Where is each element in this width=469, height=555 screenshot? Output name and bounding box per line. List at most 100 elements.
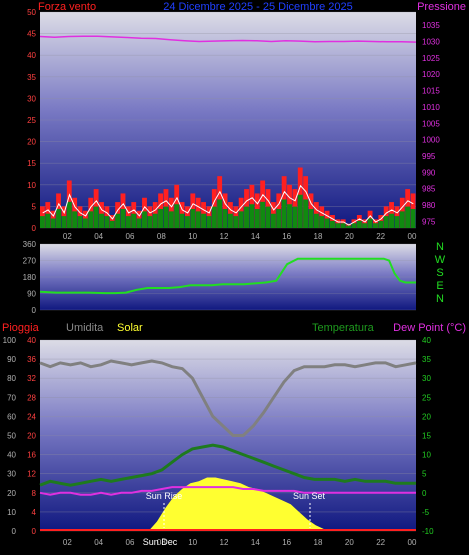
wind-avg-bar	[330, 220, 335, 228]
rain-y-tick: 24	[27, 412, 36, 421]
wind-x-tick: 00	[408, 232, 417, 241]
wind-avg-bar	[233, 216, 239, 228]
wind-y-tick: 20	[27, 138, 36, 147]
wind-avg-bar	[356, 220, 362, 228]
temperature-y-tick: -10	[422, 527, 434, 536]
wind-y-tick: 5	[32, 202, 37, 211]
rain-y-tick: 4	[32, 508, 37, 517]
wind-avg-bar	[228, 213, 233, 228]
wind-avg-bar	[394, 216, 400, 228]
rain-y-tick: 8	[32, 489, 37, 498]
sun-set-label: Sun Set	[293, 491, 326, 501]
pressure-y-tick: 980	[422, 201, 436, 210]
rain-y-tick: 12	[27, 470, 36, 479]
wind-avg-bar	[211, 206, 217, 228]
wind-avg-bar	[147, 216, 153, 228]
rain-y-tick: 40	[27, 336, 36, 345]
wind-avg-bar	[142, 211, 147, 228]
pressure-y-tick: 1010	[422, 103, 440, 112]
temperature-y-tick: 15	[422, 432, 431, 441]
wind-avg-bar	[351, 223, 357, 228]
wind-avg-bar	[99, 213, 104, 228]
wind-x-tick: 08	[157, 232, 166, 241]
wind-avg-bar	[373, 223, 378, 228]
wind-avg-bar	[254, 208, 260, 228]
wind-avg-bar	[260, 201, 266, 228]
wind-y-tick: 45	[27, 30, 36, 39]
wind-avg-bar	[303, 199, 309, 228]
humidity-line	[39, 359, 417, 437]
wind-avg-bar	[324, 218, 330, 228]
wind-avg-bar	[56, 208, 61, 228]
wind-avg-bar	[88, 211, 94, 228]
pressure-line	[39, 35, 417, 43]
wind-avg-bar	[292, 206, 298, 228]
rain-y-tick: 28	[27, 393, 36, 402]
wind-x-tick: 12	[220, 232, 229, 241]
dir-letter: N	[436, 241, 444, 253]
temp-x-tick: 16	[282, 538, 291, 547]
humidity-y-tick: 90	[7, 355, 16, 364]
wind-avg-bar	[179, 213, 185, 228]
pressure-y-tick: 975	[422, 217, 436, 226]
solar-area	[40, 477, 416, 531]
humidity-y-tick: 100	[3, 336, 17, 345]
rain-y-tick: 20	[27, 432, 36, 441]
temperature-y-tick: 25	[422, 393, 431, 402]
pressure-y-tick: 990	[422, 168, 436, 177]
wind-avg-bar	[238, 211, 244, 228]
wind-y-tick: 35	[27, 73, 36, 82]
wind-y-tick: 50	[27, 8, 36, 17]
pressure-y-tick: 985	[422, 185, 436, 194]
temperature-y-tick: 35	[422, 355, 431, 364]
temperature-y-tick: 5	[422, 470, 427, 479]
wind-avg-bar	[335, 223, 341, 228]
humidity-y-tick: 60	[7, 412, 16, 421]
wind-avg-bar	[313, 213, 319, 228]
temp-x-tick: 18	[314, 538, 323, 547]
dir-letter: N	[436, 293, 444, 305]
wind-y-tick: 15	[27, 159, 36, 168]
temperature-y-tick: 10	[422, 451, 431, 460]
wind-avg-bar	[319, 216, 325, 228]
dir-y-tick: 360	[23, 240, 37, 249]
wind-y-tick: 25	[27, 116, 36, 125]
temperature-y-tick: 40	[422, 336, 431, 345]
wind-avg-bar	[82, 218, 88, 228]
wind-avg-bar	[109, 220, 115, 228]
temp-x-tick: 08	[157, 538, 166, 547]
rain-y-tick: 36	[27, 355, 36, 364]
wind-x-tick: 10	[188, 232, 197, 241]
wind-avg-bar	[158, 208, 164, 228]
wind-avg-bar	[383, 216, 389, 228]
temperature-label: Temperatura	[312, 322, 375, 334]
wind-avg-bar	[405, 206, 411, 228]
temperature-y-tick: -5	[422, 508, 430, 517]
dir-letter: E	[436, 280, 443, 292]
pressure-y-tick: 1025	[422, 54, 440, 63]
wind-avg-bar	[281, 199, 287, 228]
wind-avg-bar	[115, 213, 121, 228]
wind-avg-bar	[104, 216, 110, 228]
wind-x-tick: 20	[345, 232, 354, 241]
temp-x-tick: 22	[376, 538, 385, 547]
wind-avg-bar	[308, 208, 314, 228]
wind-avg-bar	[410, 208, 416, 228]
sun-rise-label: Sun Rise	[146, 491, 183, 501]
dew-point-line	[39, 486, 416, 496]
wind-avg-bar	[399, 211, 405, 228]
wind-avg-bar	[45, 213, 51, 228]
wind-avg-bar	[270, 213, 276, 228]
temp-x-tick: 20	[345, 538, 354, 547]
wind-avg-bar	[249, 204, 255, 228]
wind-label: Forza vento	[38, 1, 96, 13]
wind-y-tick: 40	[27, 51, 36, 60]
humidity-label: Umidita	[66, 322, 104, 334]
wind-avg-bar	[195, 211, 201, 228]
wind-avg-bar	[174, 204, 180, 228]
humidity-y-tick: 0	[12, 527, 17, 536]
dir-y-tick: 180	[23, 273, 37, 282]
wind-x-tick: 18	[314, 232, 323, 241]
wind-y-tick: 0	[32, 224, 37, 233]
